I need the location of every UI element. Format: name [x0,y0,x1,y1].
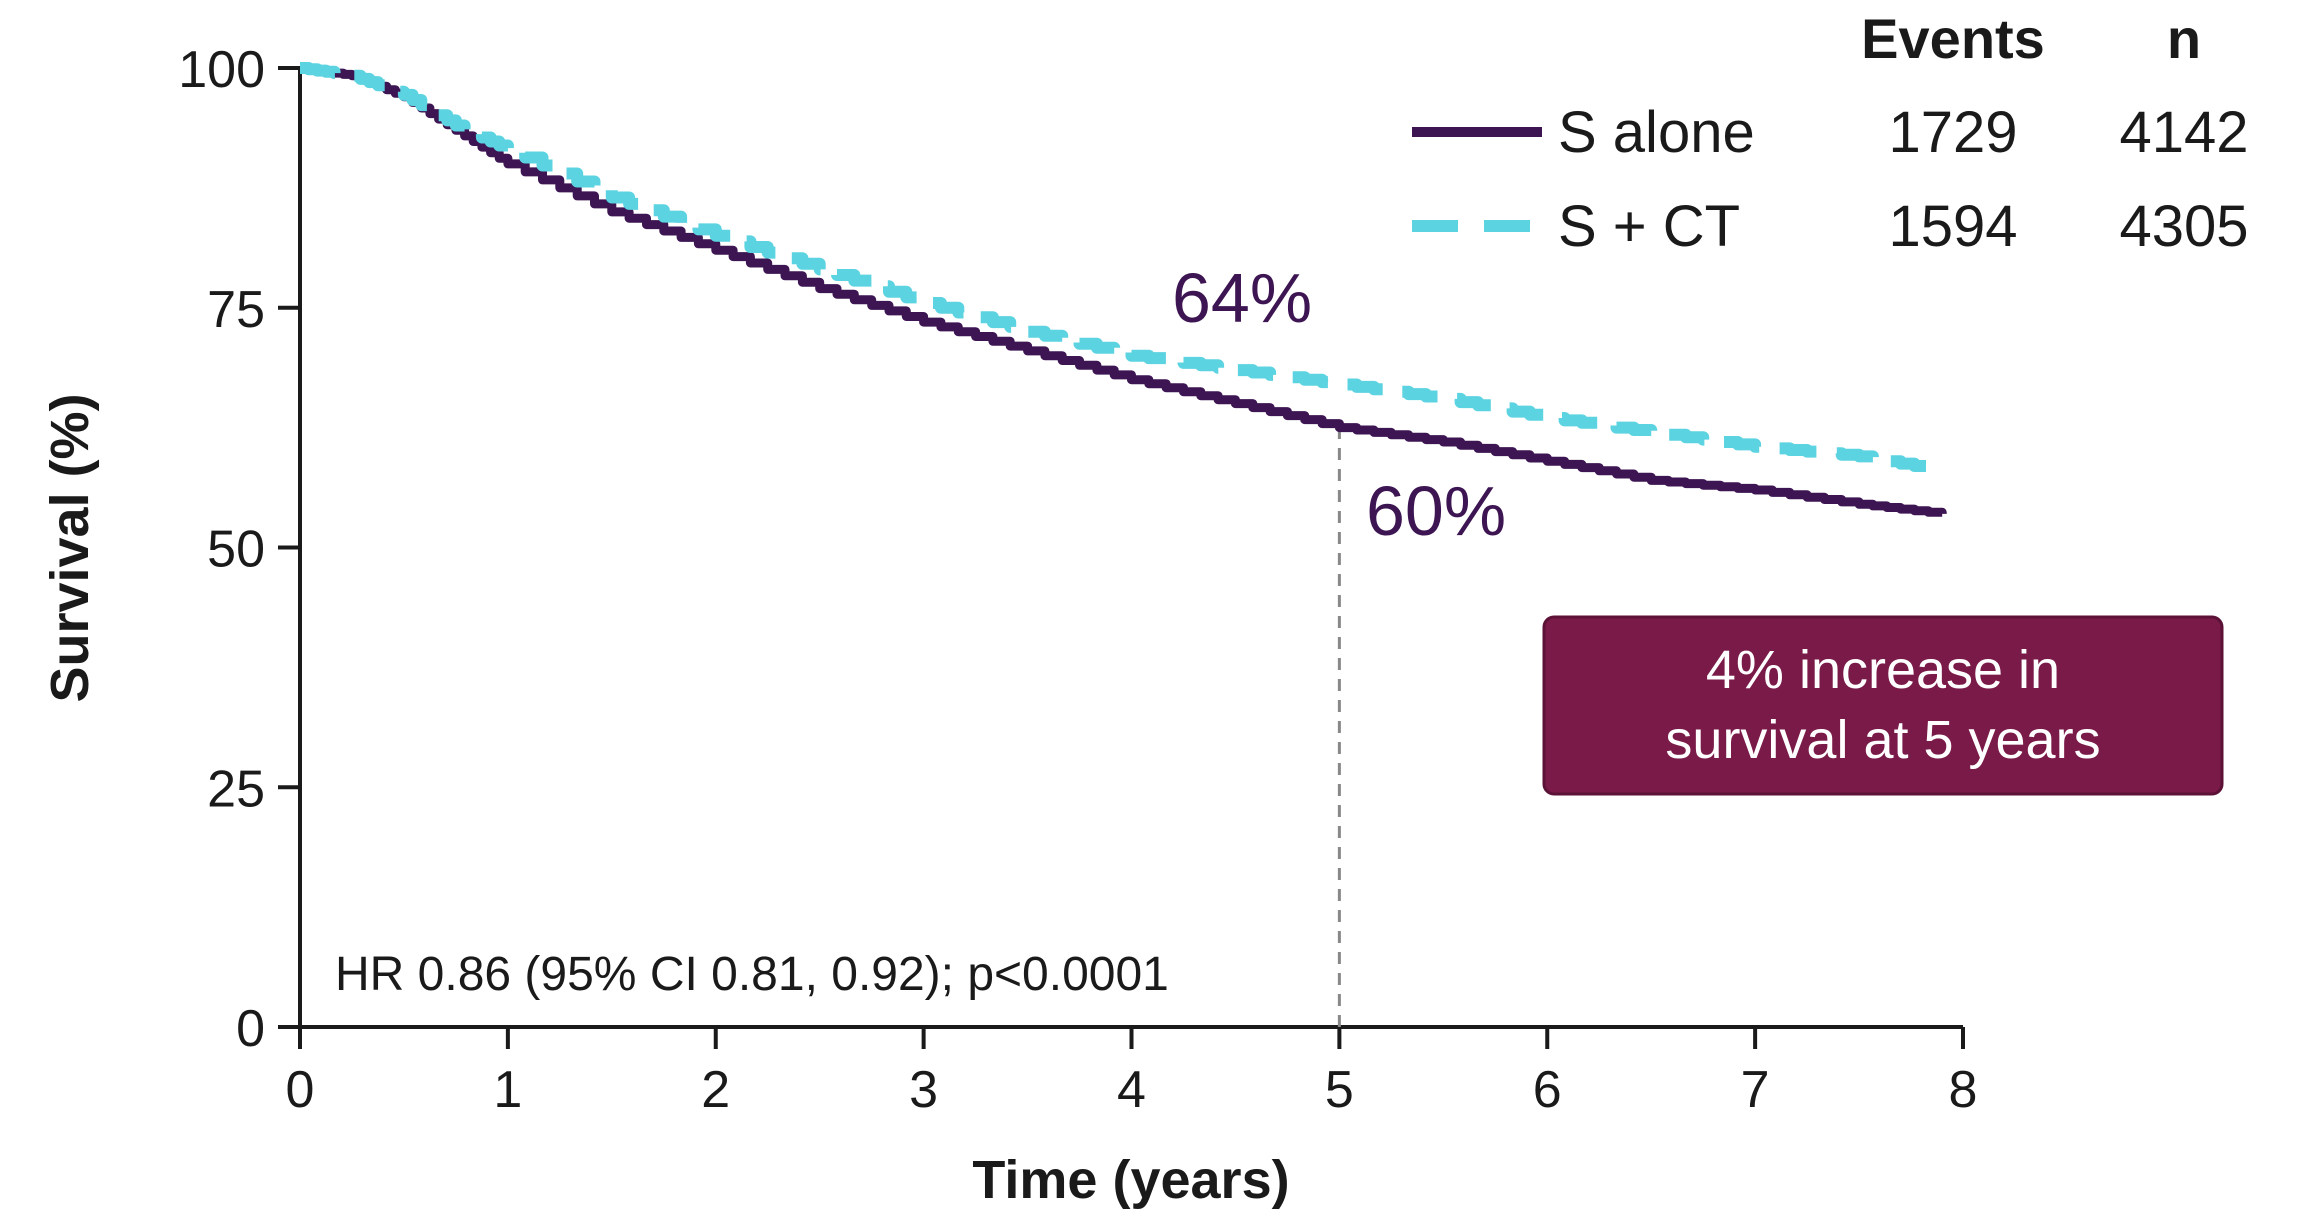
callout-box: 4% increase in survival at 5 years [1542,615,2224,796]
y-tick-label: 75 [207,281,265,339]
callout-line-2: survival at 5 years [1665,710,2100,770]
x-tick-label: 2 [701,1061,730,1119]
callout-background [1542,615,2224,796]
x-tick-label: 1 [493,1061,522,1119]
y-axis-title: Survival (%) [40,393,100,702]
legend: Events n S alone 1729 4142 S + CT 1594 4… [1412,7,2249,259]
y-tick-label: 50 [207,521,265,579]
callout-line-1: 4% increase in [1706,640,2060,700]
x-ticks: 0 1 2 3 4 5 6 7 8 [286,1027,1978,1119]
x-tick-label: 0 [286,1061,315,1119]
legend-header-n: n [2167,7,2201,70]
y-tick-label: 25 [207,760,265,818]
legend-events-s-ct: 1594 [1888,194,2017,259]
x-tick-label: 8 [1949,1061,1978,1119]
x-axis-title: Time (years) [972,1150,1289,1210]
series-layer [300,62,1949,517]
y-ticks: 0 25 50 75 100 [178,41,300,1058]
legend-label-s-ct: S + CT [1558,194,1740,259]
x-tick-label: 3 [909,1061,938,1119]
legend-label-s-alone: S alone [1558,100,1755,165]
alone-five-year-label: 60% [1366,472,1506,550]
series-line-s-ct [300,62,1949,475]
legend-events-s-alone: 1729 [1888,100,2017,165]
x-tick-label: 5 [1325,1061,1354,1119]
x-tick-label: 6 [1533,1061,1562,1119]
x-tick-label: 4 [1117,1061,1146,1119]
ct-five-year-label: 64% [1172,259,1312,337]
hazard-ratio-text: HR 0.86 (95% CI 0.81, 0.92); p<0.0001 [335,948,1169,1001]
x-tick-label: 7 [1741,1061,1770,1119]
y-tick-label: 0 [236,1000,265,1058]
y-tick-label: 100 [178,41,265,99]
legend-n-s-alone: 4142 [2119,100,2248,165]
legend-n-s-ct: 4305 [2119,194,2248,259]
legend-header-events: Events [1861,7,2045,70]
